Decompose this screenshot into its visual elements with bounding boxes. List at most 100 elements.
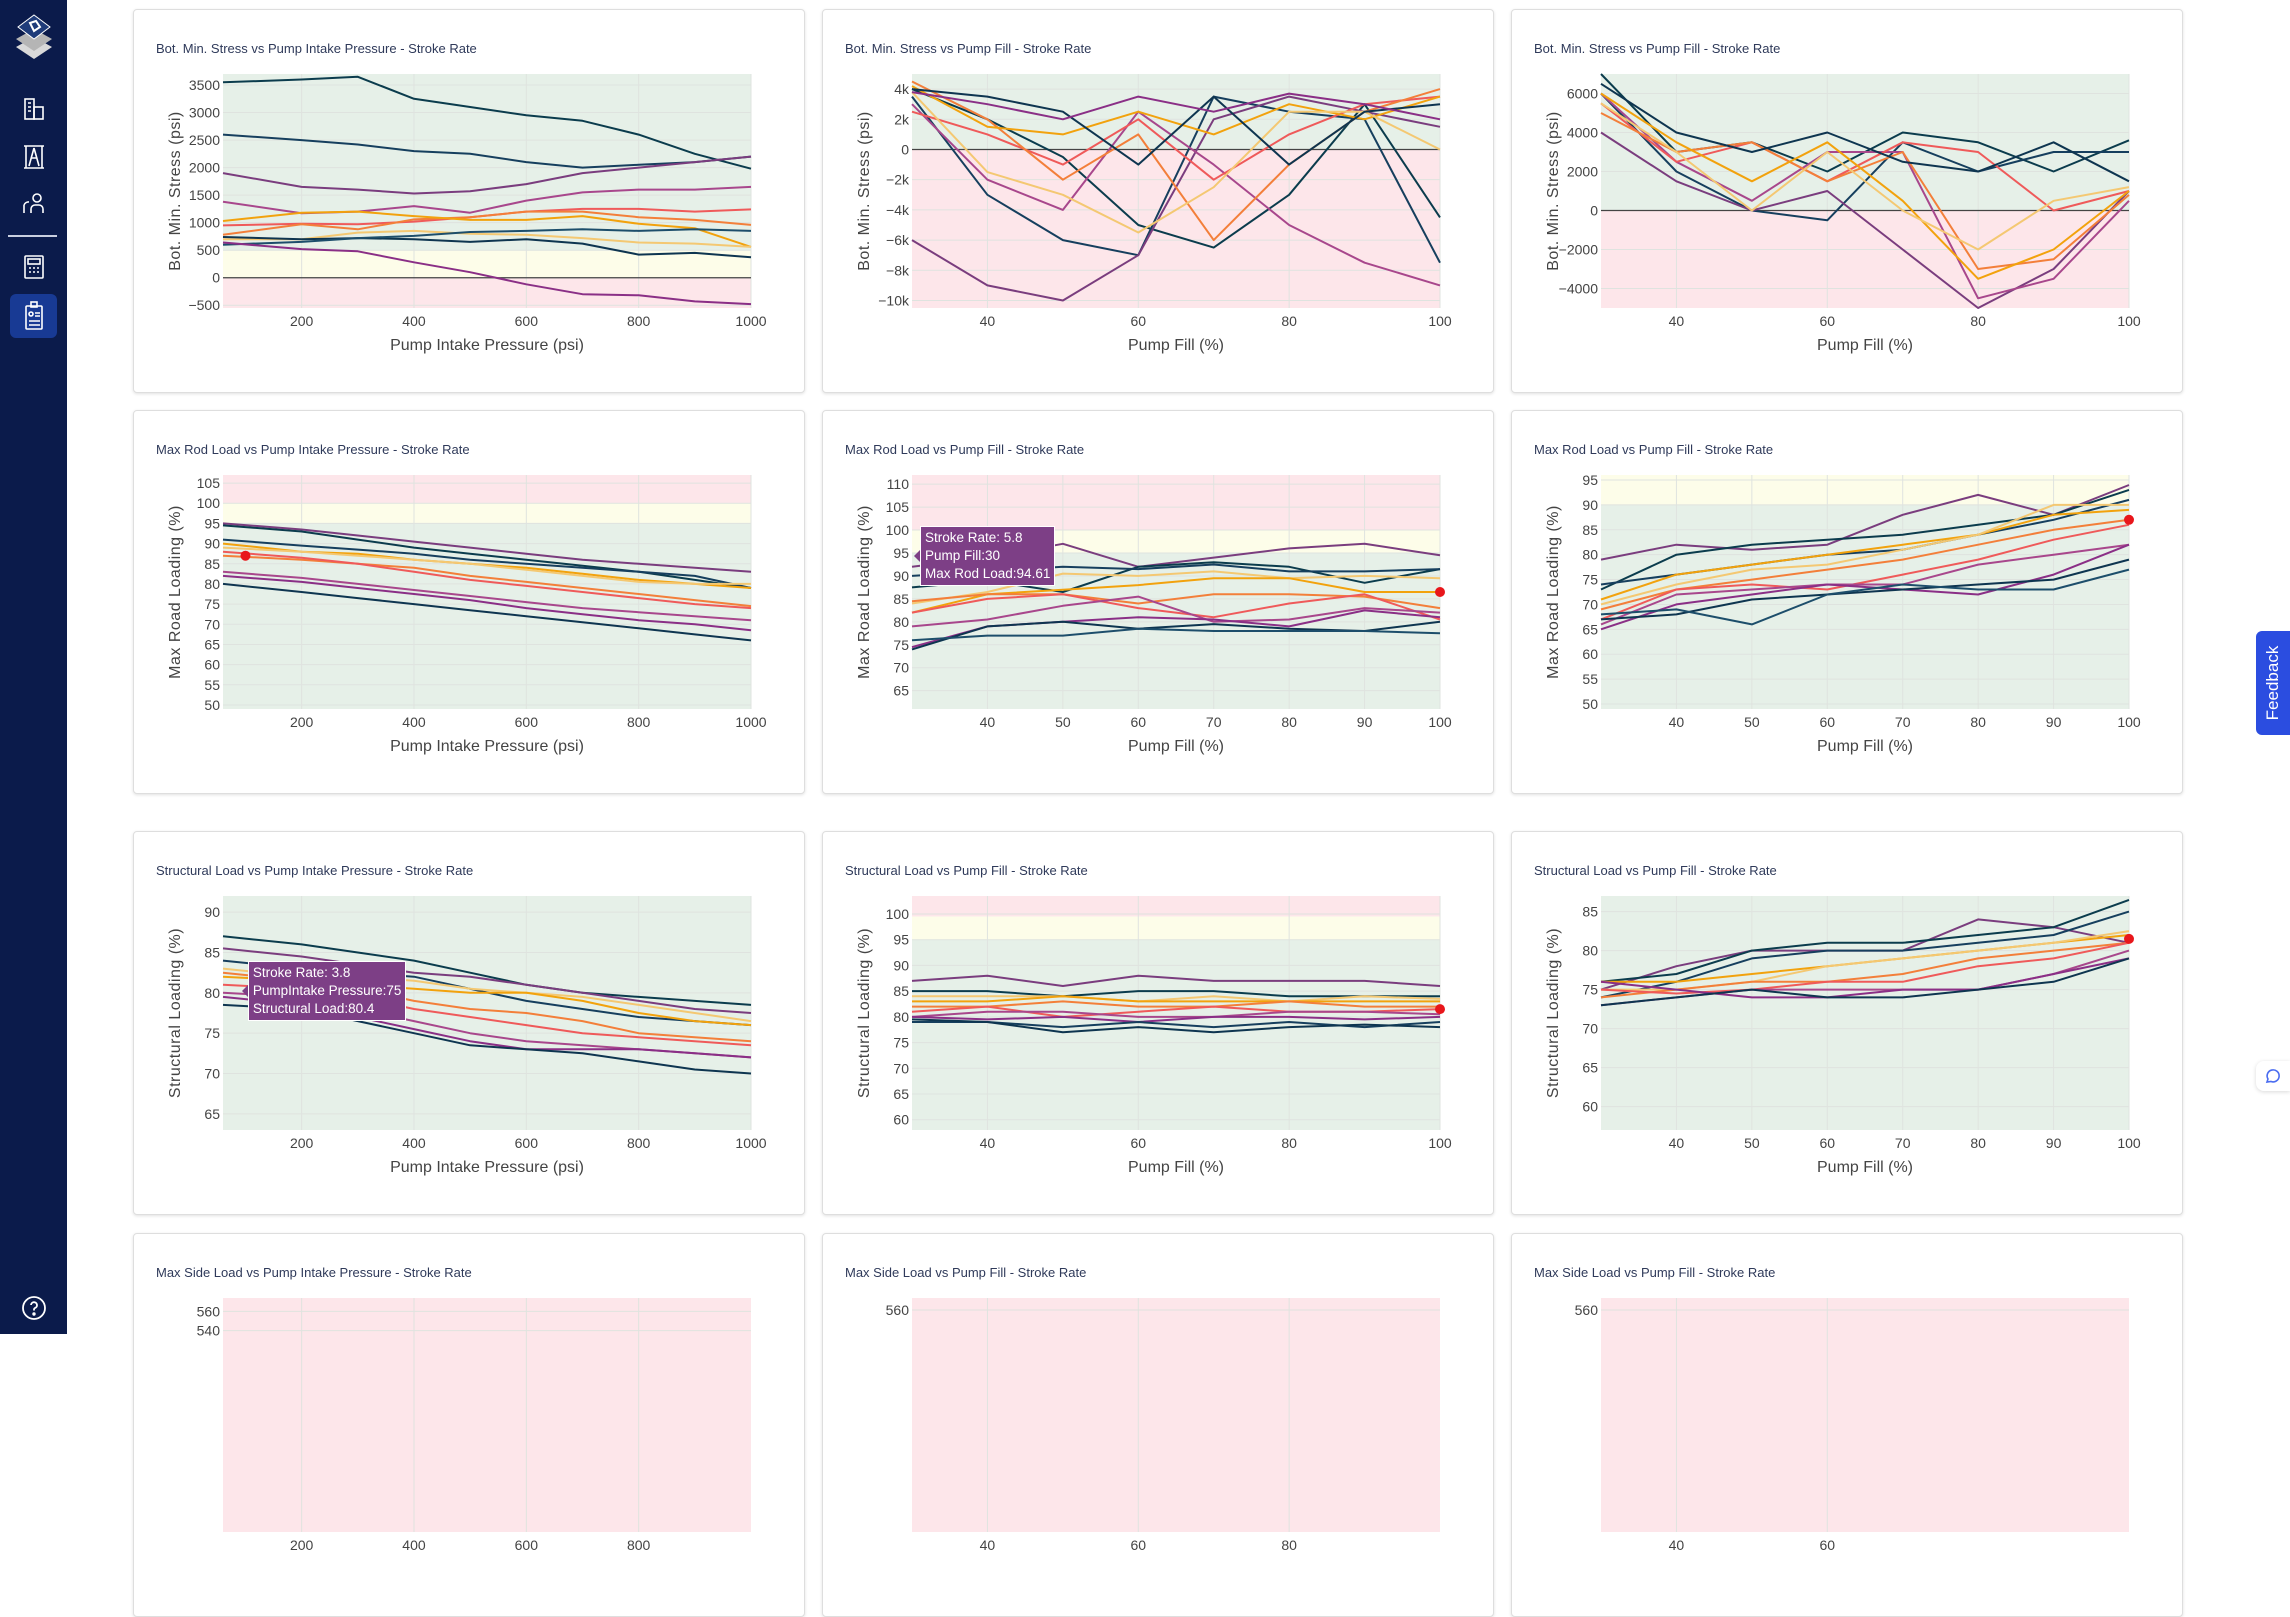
series-line[interactable] — [1600, 543, 2130, 626]
series-line[interactable] — [1600, 488, 2130, 591]
threshold-band-green — [223, 523, 751, 709]
series-line[interactable] — [222, 570, 752, 622]
series-line[interactable] — [222, 522, 752, 573]
series-line[interactable] — [1600, 131, 2130, 309]
chart-plot[interactable]: 40 60 80 100 −4000 −2000 0 2000 4000 6000 — [1512, 10, 2182, 392]
series-line[interactable] — [222, 133, 752, 169]
series-line[interactable] — [222, 210, 752, 236]
series-line[interactable] — [222, 947, 752, 1014]
highlighted-point[interactable] — [2124, 514, 2134, 525]
x-axis-title: Pump Intake Pressure (psi) — [390, 1159, 584, 1176]
series-line[interactable] — [911, 595, 1441, 628]
series-line[interactable] — [911, 570, 1441, 605]
series-line[interactable] — [1600, 112, 2130, 270]
series-line[interactable] — [911, 627, 1441, 642]
series-line[interactable] — [1600, 484, 2130, 561]
series-line[interactable] — [911, 85, 1441, 136]
chart-plot[interactable]: 40 60 80 100 60 65 70 75 80 85 90 95 100 — [823, 832, 1493, 1214]
series-line[interactable] — [1600, 543, 2130, 631]
highlighted-point[interactable] — [240, 550, 251, 561]
x-tick-label: 200 — [290, 1537, 314, 1553]
x-tick-label: 400 — [402, 1537, 426, 1553]
series-line[interactable] — [223, 229, 752, 248]
series-line[interactable] — [912, 995, 1440, 1003]
highlighted-point[interactable] — [2124, 933, 2134, 944]
chart-plot[interactable]: 40 50 60 70 80 90 100 60 65 70 75 80 85 — [1512, 832, 2182, 1214]
y-tick-label: 65 — [893, 1086, 909, 1102]
chart-title: Max Rod Load vs Pump Fill - Stroke Rate — [1534, 442, 1774, 457]
series-line[interactable] — [222, 546, 751, 585]
chart-plot[interactable]: 200 400 600 800 1000 50 55 60 65 70 75 80 85 90 95 100 1… — [134, 411, 804, 793]
chart-plot[interactable]: 40 60 560 — [1512, 1234, 2182, 1616]
y-tick-label: 70 — [893, 1060, 909, 1076]
chat-button[interactable] — [2256, 1061, 2290, 1091]
series-line[interactable] — [1600, 92, 2130, 300]
chart-plot[interactable]: 40 60 80 100 −10k −8k −6k −4k −2k 0 2k 4k — [823, 10, 1493, 392]
chart-plot[interactable]: 40 50 60 70 80 90 100 50 55 60 65 70 75 80 85 90 95 — [1512, 411, 2182, 793]
chart-plot[interactable]: 200 400 600 800 540 560 — [134, 1234, 804, 1616]
users-icon[interactable] — [10, 183, 57, 223]
series-line[interactable] — [911, 95, 1441, 181]
oil-rig-icon[interactable] — [10, 136, 57, 176]
building-icon[interactable] — [10, 89, 57, 129]
series-line[interactable] — [222, 538, 752, 589]
highlighted-point[interactable] — [1435, 587, 1445, 597]
chart-plot[interactable]: 40 60 80 560 — [823, 1234, 1493, 1616]
series-line[interactable] — [1600, 957, 2130, 999]
series-line[interactable] — [911, 103, 1441, 287]
series-line[interactable] — [1600, 568, 2130, 626]
help-icon[interactable] — [10, 1288, 57, 1328]
series-line[interactable] — [911, 91, 1441, 121]
series-line[interactable] — [1600, 941, 2130, 999]
series-line[interactable] — [1600, 102, 2130, 212]
series-line[interactable] — [1600, 82, 2130, 183]
series-line[interactable] — [222, 75, 752, 170]
series-line[interactable] — [1600, 102, 2130, 251]
series-line[interactable] — [222, 236, 752, 259]
series-line[interactable] — [911, 1010, 1441, 1018]
chart-plot[interactable]: 200 400 600 800 1000 65 70 75 80 85 90 — [134, 832, 804, 1214]
threshold-band-green — [1601, 896, 2129, 1130]
series-line[interactable] — [222, 582, 752, 642]
series-line[interactable] — [911, 1018, 1441, 1034]
highlighted-point[interactable] — [1435, 1004, 1445, 1015]
series-line[interactable] — [222, 210, 752, 248]
series-line[interactable] — [1600, 910, 2130, 999]
series-line[interactable] — [222, 524, 752, 589]
series-line[interactable] — [1600, 898, 2130, 983]
series-line[interactable] — [911, 95, 1441, 264]
series-line[interactable] — [222, 241, 752, 306]
y-tick-label: 4k — [894, 81, 910, 97]
series-line[interactable] — [1600, 523, 2130, 621]
series-line[interactable] — [911, 88, 1441, 166]
clipboard-icon[interactable] — [10, 294, 57, 338]
x-tick-label: 1000 — [735, 714, 766, 730]
series-line[interactable] — [911, 593, 1441, 621]
series-line[interactable] — [222, 228, 752, 246]
chart-plot[interactable]: 40 50 60 70 80 90 100 65 70 75 80 85 90 95 100 105 110 — [823, 411, 1493, 793]
series-line[interactable] — [1600, 503, 2129, 606]
series-line[interactable] — [1600, 508, 2130, 601]
series-line[interactable] — [1600, 941, 2130, 995]
series-line[interactable] — [912, 995, 1441, 1003]
series-line[interactable] — [222, 155, 752, 195]
series-line[interactable] — [911, 1015, 1441, 1023]
x-tick-label: 40 — [1669, 313, 1685, 329]
series-line[interactable] — [1600, 957, 2130, 1007]
series-line[interactable] — [1600, 92, 2130, 280]
feedback-button[interactable]: Feedback — [2256, 631, 2290, 735]
y-tick-label: 80 — [1582, 943, 1598, 959]
series-line[interactable] — [222, 574, 752, 632]
calculator-icon[interactable] — [10, 247, 57, 287]
y-tick-label: 50 — [1582, 696, 1598, 712]
series-line[interactable] — [222, 550, 752, 610]
logo-icon[interactable] — [10, 10, 57, 62]
series-line[interactable] — [911, 974, 1441, 987]
series-line[interactable] — [222, 935, 752, 1006]
series-line[interactable] — [911, 91, 1441, 234]
x-axis-title: Pump Fill (%) — [1127, 738, 1225, 755]
threshold-band-green — [1601, 504, 2129, 709]
chart-title: Structural Load vs Pump Intake Pressure … — [156, 863, 474, 878]
series-line[interactable] — [912, 1000, 1440, 1008]
chart-plot[interactable]: 200 400 600 800 1000 −500 0 500 1000 1500 2000 2500… — [134, 10, 804, 392]
